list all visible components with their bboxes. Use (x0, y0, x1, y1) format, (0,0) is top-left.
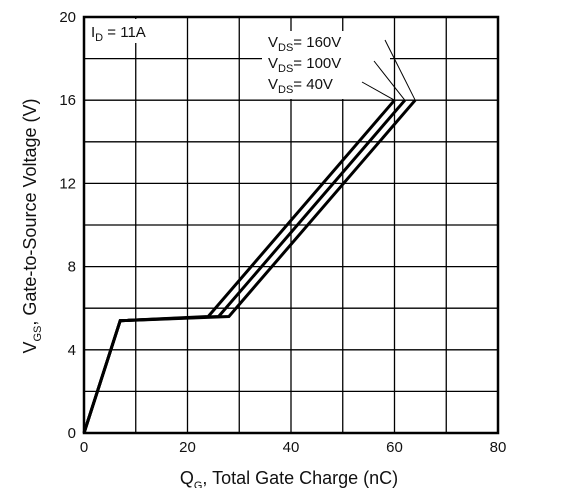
legend-leaders (361, 39, 416, 101)
x-axis-title-rest: , Total Gate Charge (nC) (202, 468, 398, 488)
x-tick-label: 0 (80, 439, 88, 456)
legend-leader-line (361, 81, 395, 101)
legend-entry: VDS= 100V (268, 55, 341, 75)
y-tick-label: 8 (68, 259, 76, 276)
y-axis-title-sub: GS (32, 326, 44, 342)
y-axis-title: VGS, Gate-to-Source Voltage (V) (20, 98, 44, 353)
y-tick-label: 0 (68, 425, 76, 442)
y-tick-label: 12 (59, 175, 76, 192)
x-axis-title-sub: G (194, 480, 203, 488)
series-line (82, 99, 396, 434)
legend-entry: VDS= 40V (268, 76, 333, 96)
x-tick-label: 80 (490, 439, 507, 456)
x-axis-title-main: Q (180, 468, 194, 488)
legend-leader-line (373, 60, 406, 101)
legend-leader-line (384, 39, 416, 101)
condition-label-rest: = 11A (103, 24, 146, 41)
x-tick-label: 60 (386, 439, 403, 456)
condition-label: ID = 11A (91, 24, 146, 44)
x-axis-title: QG, Total Gate Charge (nC) (180, 468, 398, 488)
y-tick-labels: 0 4 8 12 16 20 (59, 9, 76, 442)
condition-label-bg (89, 19, 163, 43)
y-tick-label: 20 (59, 9, 76, 26)
condition-label-sub: D (95, 32, 103, 44)
legend-entry: VDS= 160V (268, 34, 341, 54)
x-tick-label: 40 (283, 439, 300, 456)
y-tick-label: 4 (68, 342, 76, 359)
y-axis-title-main: V (20, 342, 40, 354)
legend-bg (262, 31, 390, 99)
condition-label-main: I (91, 24, 95, 41)
x-tick-labels: 0 20 40 60 80 (80, 439, 507, 456)
series-group (82, 99, 417, 434)
y-axis-title-rest: , Gate-to-Source Voltage (V) (20, 98, 40, 325)
y-tick-label: 16 (59, 92, 76, 109)
x-tick-label: 20 (179, 439, 196, 456)
plot-frame (82, 15, 500, 435)
